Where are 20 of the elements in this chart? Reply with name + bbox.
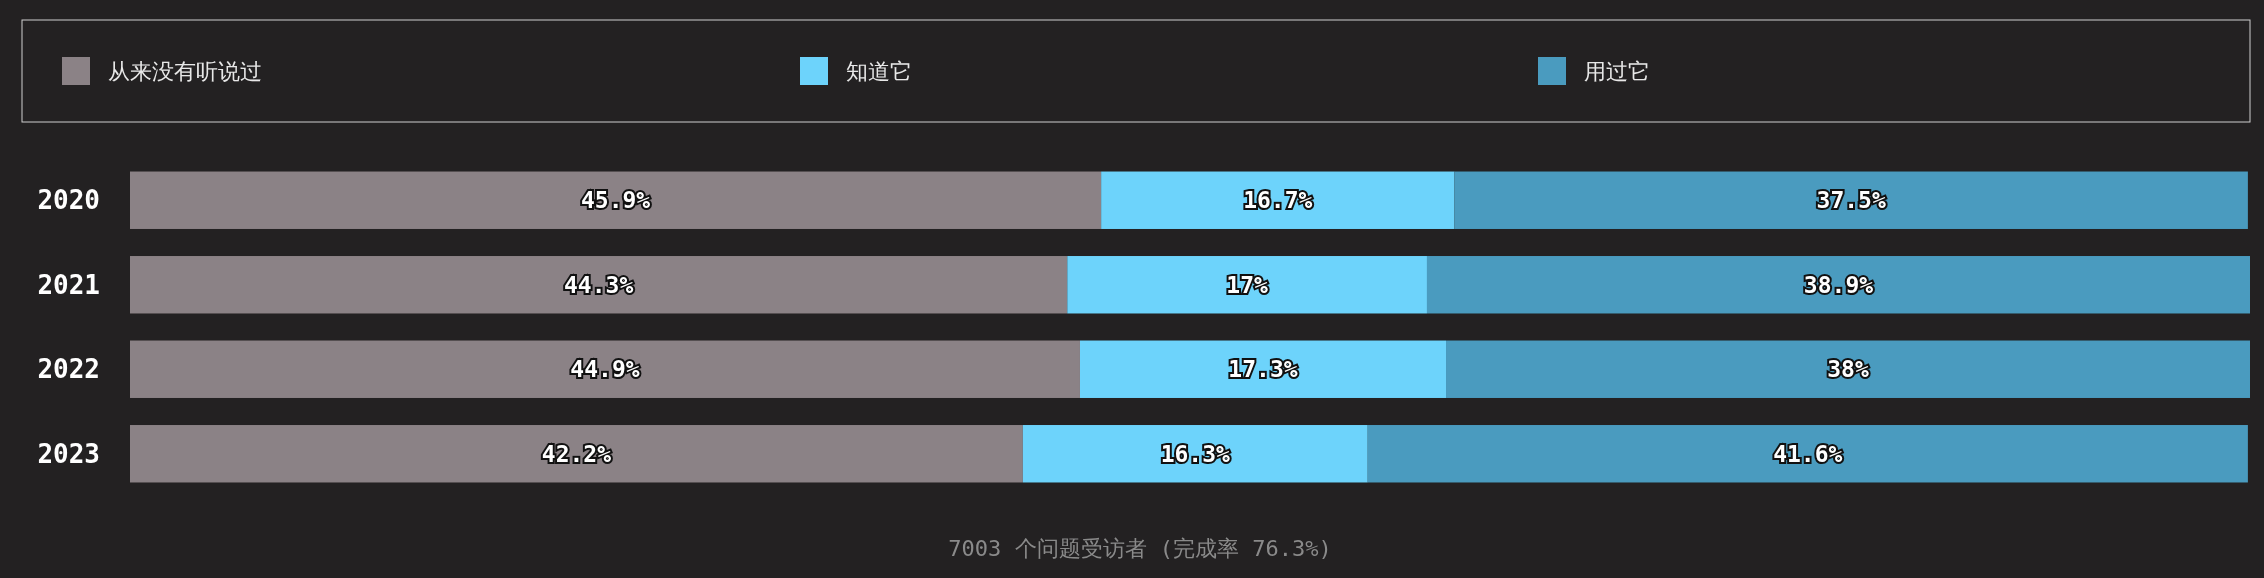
data-label: 17.3% bbox=[1228, 356, 1298, 383]
data-label: 17% bbox=[1226, 271, 1269, 298]
legend-label: 从来没有听说过 bbox=[108, 59, 262, 84]
data-label: 38% bbox=[1827, 356, 1869, 383]
y-tick-label: 2020 bbox=[37, 185, 100, 216]
data-label: 16.7% bbox=[1243, 187, 1313, 214]
data-label: 45.9% bbox=[580, 187, 651, 214]
text: 7003 个问题受访者 (完成率 76.3%) bbox=[948, 536, 1332, 561]
legend-label: 用过它 bbox=[1584, 59, 1650, 84]
data-label: 41.6% bbox=[1773, 440, 1843, 467]
y-tick-label: 2021 bbox=[37, 269, 100, 300]
data-label: 38.9% bbox=[1803, 271, 1874, 298]
legend-label: 知道它 bbox=[846, 59, 912, 84]
data-label: 16.3% bbox=[1160, 440, 1231, 467]
data-label: 44.9% bbox=[570, 356, 640, 383]
data-label: 42.2% bbox=[541, 440, 612, 467]
y-tick-label: 2022 bbox=[37, 354, 100, 385]
data-label: 44.3% bbox=[564, 271, 634, 298]
y-tick-label: 2023 bbox=[37, 438, 100, 469]
data-label: 37.5% bbox=[1816, 187, 1886, 214]
